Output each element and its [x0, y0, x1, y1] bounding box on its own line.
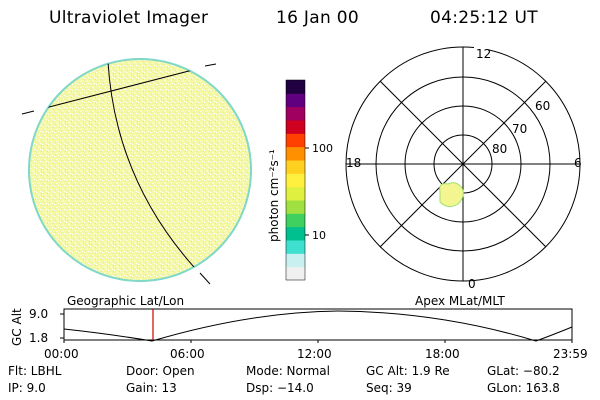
info-seq: Seq: 39	[366, 381, 412, 395]
colorbar-segment	[286, 120, 305, 134]
colorbar-segment	[286, 93, 305, 108]
colorbar-segment	[286, 133, 305, 148]
mlat-label-70: 70	[512, 122, 527, 136]
colorbar-segment	[286, 186, 305, 201]
colorbar-unit-label: photon cm⁻²s⁻¹	[267, 149, 281, 242]
mlt-label-0: 0	[468, 277, 476, 291]
xtick-1800: 18:00	[425, 347, 460, 361]
polar-plot	[345, 46, 581, 282]
colorbar-segment	[286, 226, 305, 241]
colorbar-tick-10: 10	[312, 229, 326, 242]
longitude-line	[107, 61, 211, 281]
latitude-line	[29, 63, 217, 115]
colorbar-segment	[286, 240, 305, 254]
colorbar-segment	[286, 106, 305, 121]
mlt-label-6: 6	[574, 156, 582, 170]
colorbar-segment	[286, 160, 305, 174]
auroral-oval-blob	[439, 182, 464, 208]
info-gain: Gain: 13	[126, 381, 177, 395]
info-flt: Flt: LBHL	[8, 364, 62, 378]
instrument-title: Ultraviolet Imager	[49, 8, 209, 28]
info-gc-alt: GC Alt: 1.9 Re	[366, 364, 450, 378]
altitude-ylabel: GC Alt	[10, 308, 24, 346]
globe-caption: Geographic Lat/Lon	[67, 294, 184, 308]
polar-caption: Apex MLat/MLT	[415, 294, 505, 308]
altitude-curve	[63, 310, 573, 342]
info-glat: GLat: −80.2	[487, 364, 560, 378]
mlt-label-18: 18	[346, 156, 361, 170]
info-door: Door: Open	[126, 364, 195, 378]
earth-globe-image	[21, 58, 252, 285]
altitude-plot: GC Alt 9.0 1.8 00:00 06:00 12:00 18:00 2…	[10, 307, 588, 361]
color-scale-bar	[286, 80, 305, 281]
mlt-label-12: 12	[476, 47, 491, 61]
header-date: 16 Jan 00	[276, 8, 359, 28]
altitude-ytick-1-8: 1.8	[29, 331, 48, 345]
info-dsp: Dsp: −14.0	[246, 381, 314, 395]
colorbar-segment	[286, 146, 305, 161]
colorbar-segment	[286, 213, 305, 228]
info-glon: GLon: 163.8	[487, 381, 560, 395]
altitude-ytick-9: 9.0	[29, 307, 48, 321]
colorbar-segment	[286, 173, 305, 188]
header-time: 04:25:12 UT	[430, 8, 538, 28]
xtick-2359: 23:59	[553, 347, 588, 361]
colorbar-tick-100: 100	[312, 142, 333, 155]
colorbar-segment	[286, 200, 305, 214]
mlat-label-80: 80	[492, 142, 507, 156]
xtick-0000: 00:00	[44, 347, 79, 361]
colorbar-segment	[286, 253, 305, 268]
colorbar-segment	[286, 80, 305, 94]
info-ip: IP: 9.0	[8, 381, 46, 395]
info-mode: Mode: Normal	[246, 364, 330, 378]
xtick-1200: 12:00	[297, 347, 332, 361]
xtick-0600: 06:00	[170, 347, 205, 361]
mlat-label-60: 60	[535, 99, 550, 113]
colorbar-segment	[286, 266, 305, 281]
